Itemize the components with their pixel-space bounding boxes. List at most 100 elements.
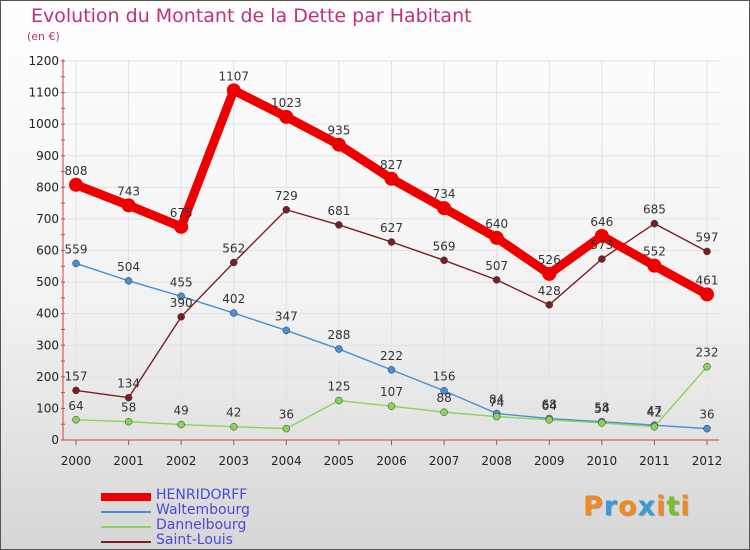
data-label-waltembourg: 84 [489, 392, 504, 406]
data-label-waltembourg: 58 [594, 401, 609, 415]
data-point-henridorff [647, 258, 662, 273]
data-label-saint-louis: 681 [327, 204, 350, 218]
data-label-henridorff: 552 [643, 245, 666, 259]
data-point-saint-louis [387, 238, 396, 246]
data-label-henridorff: 461 [696, 273, 719, 287]
data-point-saint-louis [230, 258, 238, 267]
data-label-dannelbourg: 58 [121, 401, 136, 415]
data-label-waltembourg: 504 [117, 260, 140, 274]
logo-letter: i [656, 491, 667, 522]
data-point-dannelbourg [124, 417, 133, 426]
data-point-saint-louis [440, 256, 448, 265]
legend-swatch-henridorff [101, 493, 151, 501]
data-point-henridorff [121, 198, 136, 213]
logo-letter: x [637, 491, 657, 522]
y-tick-label: 600 [36, 244, 59, 258]
y-tick-label: 700 [36, 212, 59, 226]
axis-layer: 0 100 200 300 400 500 600 700 800 900 1000 1100 1200… [28, 54, 722, 468]
data-point-waltembourg [387, 366, 396, 374]
data-point-saint-louis [650, 219, 659, 228]
data-label-saint-louis: 562 [222, 242, 245, 256]
data-point-saint-louis [124, 393, 133, 402]
chart-title: Evolution du Montant de la Dette par Hab… [31, 5, 472, 27]
data-label-saint-louis: 428 [538, 284, 561, 298]
data-point-dannelbourg [282, 424, 291, 433]
data-label-dannelbourg: 54 [594, 402, 609, 416]
data-point-saint-louis [177, 313, 185, 321]
data-point-dannelbourg [335, 396, 343, 405]
data-point-waltembourg [124, 277, 133, 285]
data-label-waltembourg: 347 [275, 309, 298, 323]
grid-layer [63, 60, 719, 440]
x-tick-label: 2002 [166, 454, 197, 468]
data-point-dannelbourg [650, 422, 659, 431]
data-label-dannelbourg: 74 [489, 396, 504, 410]
data-label-henridorff: 734 [433, 187, 456, 201]
data-point-henridorff [174, 219, 189, 234]
data-point-henridorff [594, 228, 609, 243]
data-point-dannelbourg [703, 362, 711, 371]
y-tick-label: 0 [51, 433, 59, 447]
y-tick-label: 1000 [28, 117, 59, 131]
data-label-waltembourg: 36 [699, 408, 714, 422]
series-layer [69, 83, 714, 433]
y-tick-label: 300 [36, 338, 59, 352]
x-tick-label: 2011 [639, 454, 670, 468]
x-tick-label: 2007 [429, 454, 460, 468]
data-label-dannelbourg: 49 [174, 404, 189, 418]
data-label-waltembourg: 47 [647, 404, 662, 418]
data-label-henridorff: 827 [380, 158, 403, 172]
data-point-waltembourg [335, 345, 343, 353]
data-point-henridorff [279, 109, 294, 124]
data-label-layer: 808 743 675 1107 1023 935 827 734 640 526 646 552 46… [65, 69, 719, 421]
data-label-saint-louis: 573 [590, 238, 613, 252]
x-tick-label: 2012 [692, 454, 723, 468]
data-label-saint-louis: 157 [65, 369, 88, 383]
proxiti-logo: Proxiti [583, 491, 691, 522]
data-point-saint-louis [282, 206, 291, 214]
data-label-dannelbourg: 107 [380, 385, 403, 399]
data-point-waltembourg [282, 326, 291, 335]
legend-label-saint-louis: Saint-Louis [156, 532, 233, 548]
data-label-dannelbourg: 232 [696, 346, 719, 360]
y-tick-label: 800 [36, 180, 59, 194]
data-label-dannelbourg: 64 [542, 399, 557, 413]
data-label-saint-louis: 390 [170, 296, 193, 310]
y-tick-label: 500 [36, 275, 59, 289]
x-tick-label: 2001 [113, 454, 144, 468]
data-point-henridorff [69, 177, 83, 192]
data-point-henridorff [226, 83, 241, 98]
logo-letter: o [618, 491, 638, 522]
data-label-dannelbourg: 42 [647, 406, 662, 420]
data-label-dannelbourg: 42 [226, 406, 241, 420]
data-label-henridorff: 743 [117, 184, 140, 198]
data-point-henridorff [700, 287, 714, 302]
y-tick-label: 100 [36, 401, 59, 415]
data-point-dannelbourg [440, 408, 448, 416]
data-point-henridorff [542, 266, 557, 281]
x-tick-label: 2010 [587, 454, 618, 468]
data-point-waltembourg [72, 259, 80, 268]
x-tick-label: 2006 [376, 454, 407, 468]
logo-letter: r [603, 491, 619, 522]
x-tick-label: 2008 [481, 454, 512, 468]
x-tick-label: 2009 [534, 454, 565, 468]
data-label-henridorff: 1023 [271, 96, 302, 110]
data-point-waltembourg [440, 386, 448, 395]
data-label-henridorff: 526 [538, 253, 561, 267]
data-point-saint-louis [335, 221, 343, 229]
x-tick-label: 2004 [271, 454, 302, 468]
data-point-dannelbourg [177, 420, 185, 429]
data-label-henridorff: 808 [65, 164, 88, 178]
data-label-dannelbourg: 125 [327, 380, 350, 394]
data-label-waltembourg: 288 [327, 328, 350, 342]
data-point-saint-louis [72, 386, 80, 395]
y-tick-label: 900 [36, 149, 59, 163]
data-point-henridorff [489, 230, 504, 245]
data-point-dannelbourg [545, 416, 553, 424]
legend-swatch-dannelbourg [101, 526, 151, 528]
data-label-saint-louis: 597 [696, 230, 719, 244]
data-label-waltembourg: 156 [433, 370, 456, 384]
data-label-henridorff: 646 [590, 215, 613, 229]
data-label-henridorff: 1107 [218, 69, 249, 83]
